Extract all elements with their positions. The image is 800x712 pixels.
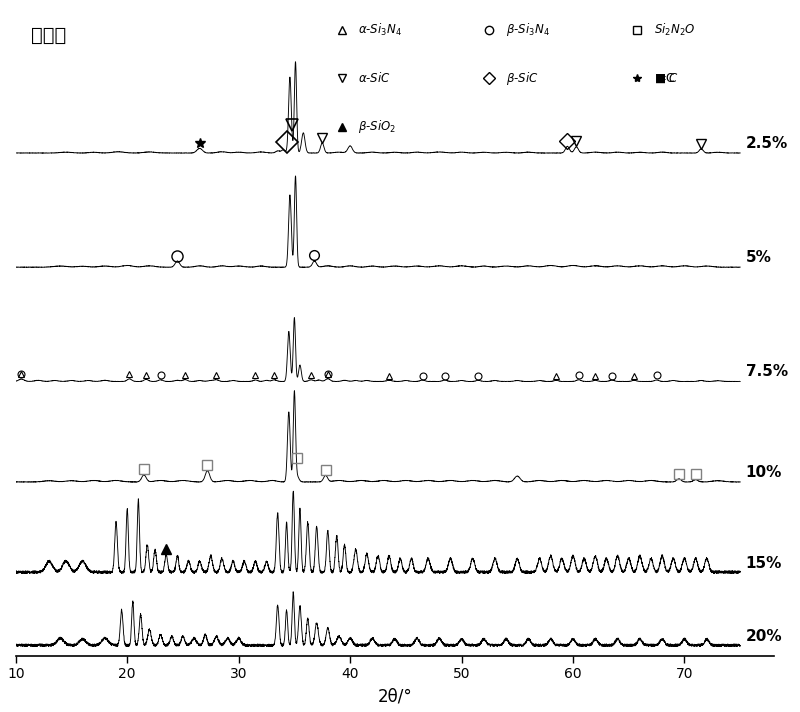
Text: 20%: 20% (746, 629, 782, 644)
Text: 5%: 5% (746, 250, 772, 265)
Text: $\blacksquare$C: $\blacksquare$C (654, 72, 674, 85)
Text: $\alpha$-SiC: $\alpha$-SiC (358, 71, 391, 85)
Text: Si$_2$N$_2$O: Si$_2$N$_2$O (654, 21, 695, 38)
Text: $\beta$-Si$_3$N$_4$: $\beta$-Si$_3$N$_4$ (506, 21, 550, 38)
Text: $\beta$-SiO$_2$: $\beta$-SiO$_2$ (358, 118, 397, 135)
Text: 10%: 10% (746, 465, 782, 480)
Text: $\beta$-SiC: $\beta$-SiC (506, 70, 538, 87)
X-axis label: 2θ/°: 2θ/° (378, 687, 412, 705)
Text: $\alpha$-Si$_3$N$_4$: $\alpha$-Si$_3$N$_4$ (358, 21, 402, 38)
Text: $=$C: $=$C (654, 72, 678, 85)
Text: 2.5%: 2.5% (746, 136, 788, 151)
Text: 15%: 15% (746, 556, 782, 571)
Text: 桐木屑: 桐木屑 (31, 26, 66, 46)
Text: 7.5%: 7.5% (746, 365, 788, 379)
